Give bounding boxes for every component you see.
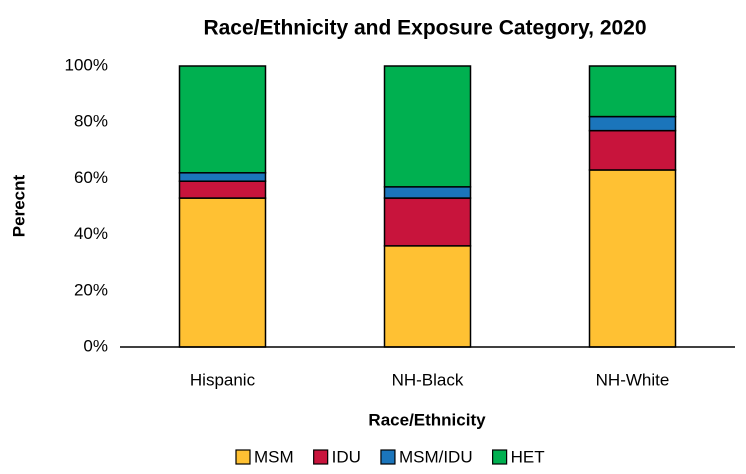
y-tick-label: 100%	[65, 55, 108, 74]
y-tick-label: 60%	[74, 168, 108, 187]
bar-segment	[178, 197, 267, 348]
bar-segment	[383, 197, 472, 247]
y-tick-label: 0%	[83, 336, 108, 355]
legend-label: MSM	[254, 447, 294, 466]
legend-swatch	[313, 449, 329, 465]
y-tick-label: 80%	[74, 112, 108, 131]
y-tick-label: 20%	[74, 280, 108, 299]
y-axis-label: Perecnt	[9, 174, 28, 237]
x-tick-label: NH-Black	[392, 370, 464, 389]
bar-segment	[588, 129, 677, 171]
chart-title: Race/Ethnicity and Exposure Category, 20…	[203, 17, 646, 40]
bar-segment	[383, 245, 472, 348]
bar-segment	[588, 115, 677, 132]
legend-swatch	[235, 449, 251, 465]
bar-segment	[383, 186, 472, 199]
x-tick-label: Hispanic	[190, 370, 256, 389]
legend-label: HET	[511, 447, 545, 466]
legend-swatch	[492, 449, 508, 465]
legend-label: IDU	[332, 447, 361, 466]
bar-segment	[588, 65, 677, 118]
x-axis-label: Race/Ethnicity	[368, 410, 486, 429]
x-tick-label: NH-White	[596, 370, 670, 389]
bar-segment	[178, 65, 267, 174]
bar-segment	[588, 169, 677, 348]
bar-segment	[383, 65, 472, 188]
legend-label: MSM/IDU	[399, 447, 473, 466]
legend-swatch	[380, 449, 396, 465]
bar-segment	[178, 180, 267, 199]
y-tick-label: 40%	[74, 224, 108, 243]
bar-segment	[178, 172, 267, 182]
